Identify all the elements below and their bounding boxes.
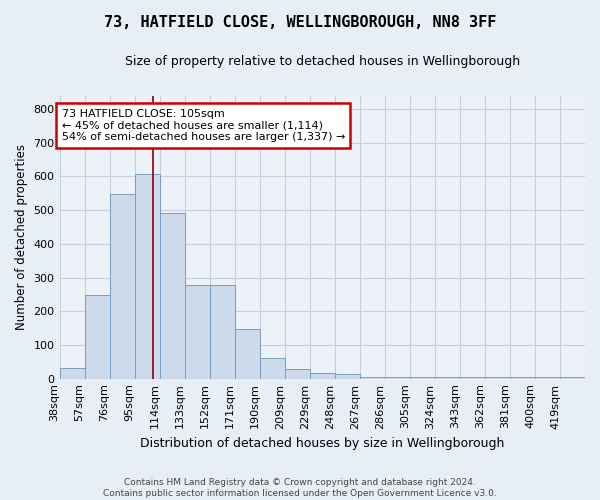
Bar	[285, 368, 310, 378]
Bar	[535, 377, 560, 378]
Bar	[209, 285, 235, 378]
Bar	[85, 295, 110, 378]
Bar	[260, 358, 285, 378]
Bar	[485, 377, 510, 378]
Bar	[560, 377, 585, 378]
Bar	[460, 377, 485, 378]
Bar	[510, 377, 535, 378]
Bar	[110, 194, 134, 378]
Bar	[185, 285, 209, 378]
Bar	[310, 372, 335, 378]
Bar	[59, 368, 85, 378]
Text: Contains HM Land Registry data © Crown copyright and database right 2024.
Contai: Contains HM Land Registry data © Crown c…	[103, 478, 497, 498]
Text: 73 HATFIELD CLOSE: 105sqm
← 45% of detached houses are smaller (1,114)
54% of se: 73 HATFIELD CLOSE: 105sqm ← 45% of detac…	[62, 109, 345, 142]
Bar	[134, 174, 160, 378]
Text: 73, HATFIELD CLOSE, WELLINGBOROUGH, NN8 3FF: 73, HATFIELD CLOSE, WELLINGBOROUGH, NN8 …	[104, 15, 496, 30]
X-axis label: Distribution of detached houses by size in Wellingborough: Distribution of detached houses by size …	[140, 437, 505, 450]
Title: Size of property relative to detached houses in Wellingborough: Size of property relative to detached ho…	[125, 55, 520, 68]
Bar	[435, 377, 460, 378]
Bar	[160, 212, 185, 378]
Bar	[335, 374, 360, 378]
Bar	[360, 377, 385, 378]
Bar	[385, 377, 410, 378]
Y-axis label: Number of detached properties: Number of detached properties	[15, 144, 28, 330]
Bar	[410, 377, 435, 378]
Bar	[235, 329, 260, 378]
